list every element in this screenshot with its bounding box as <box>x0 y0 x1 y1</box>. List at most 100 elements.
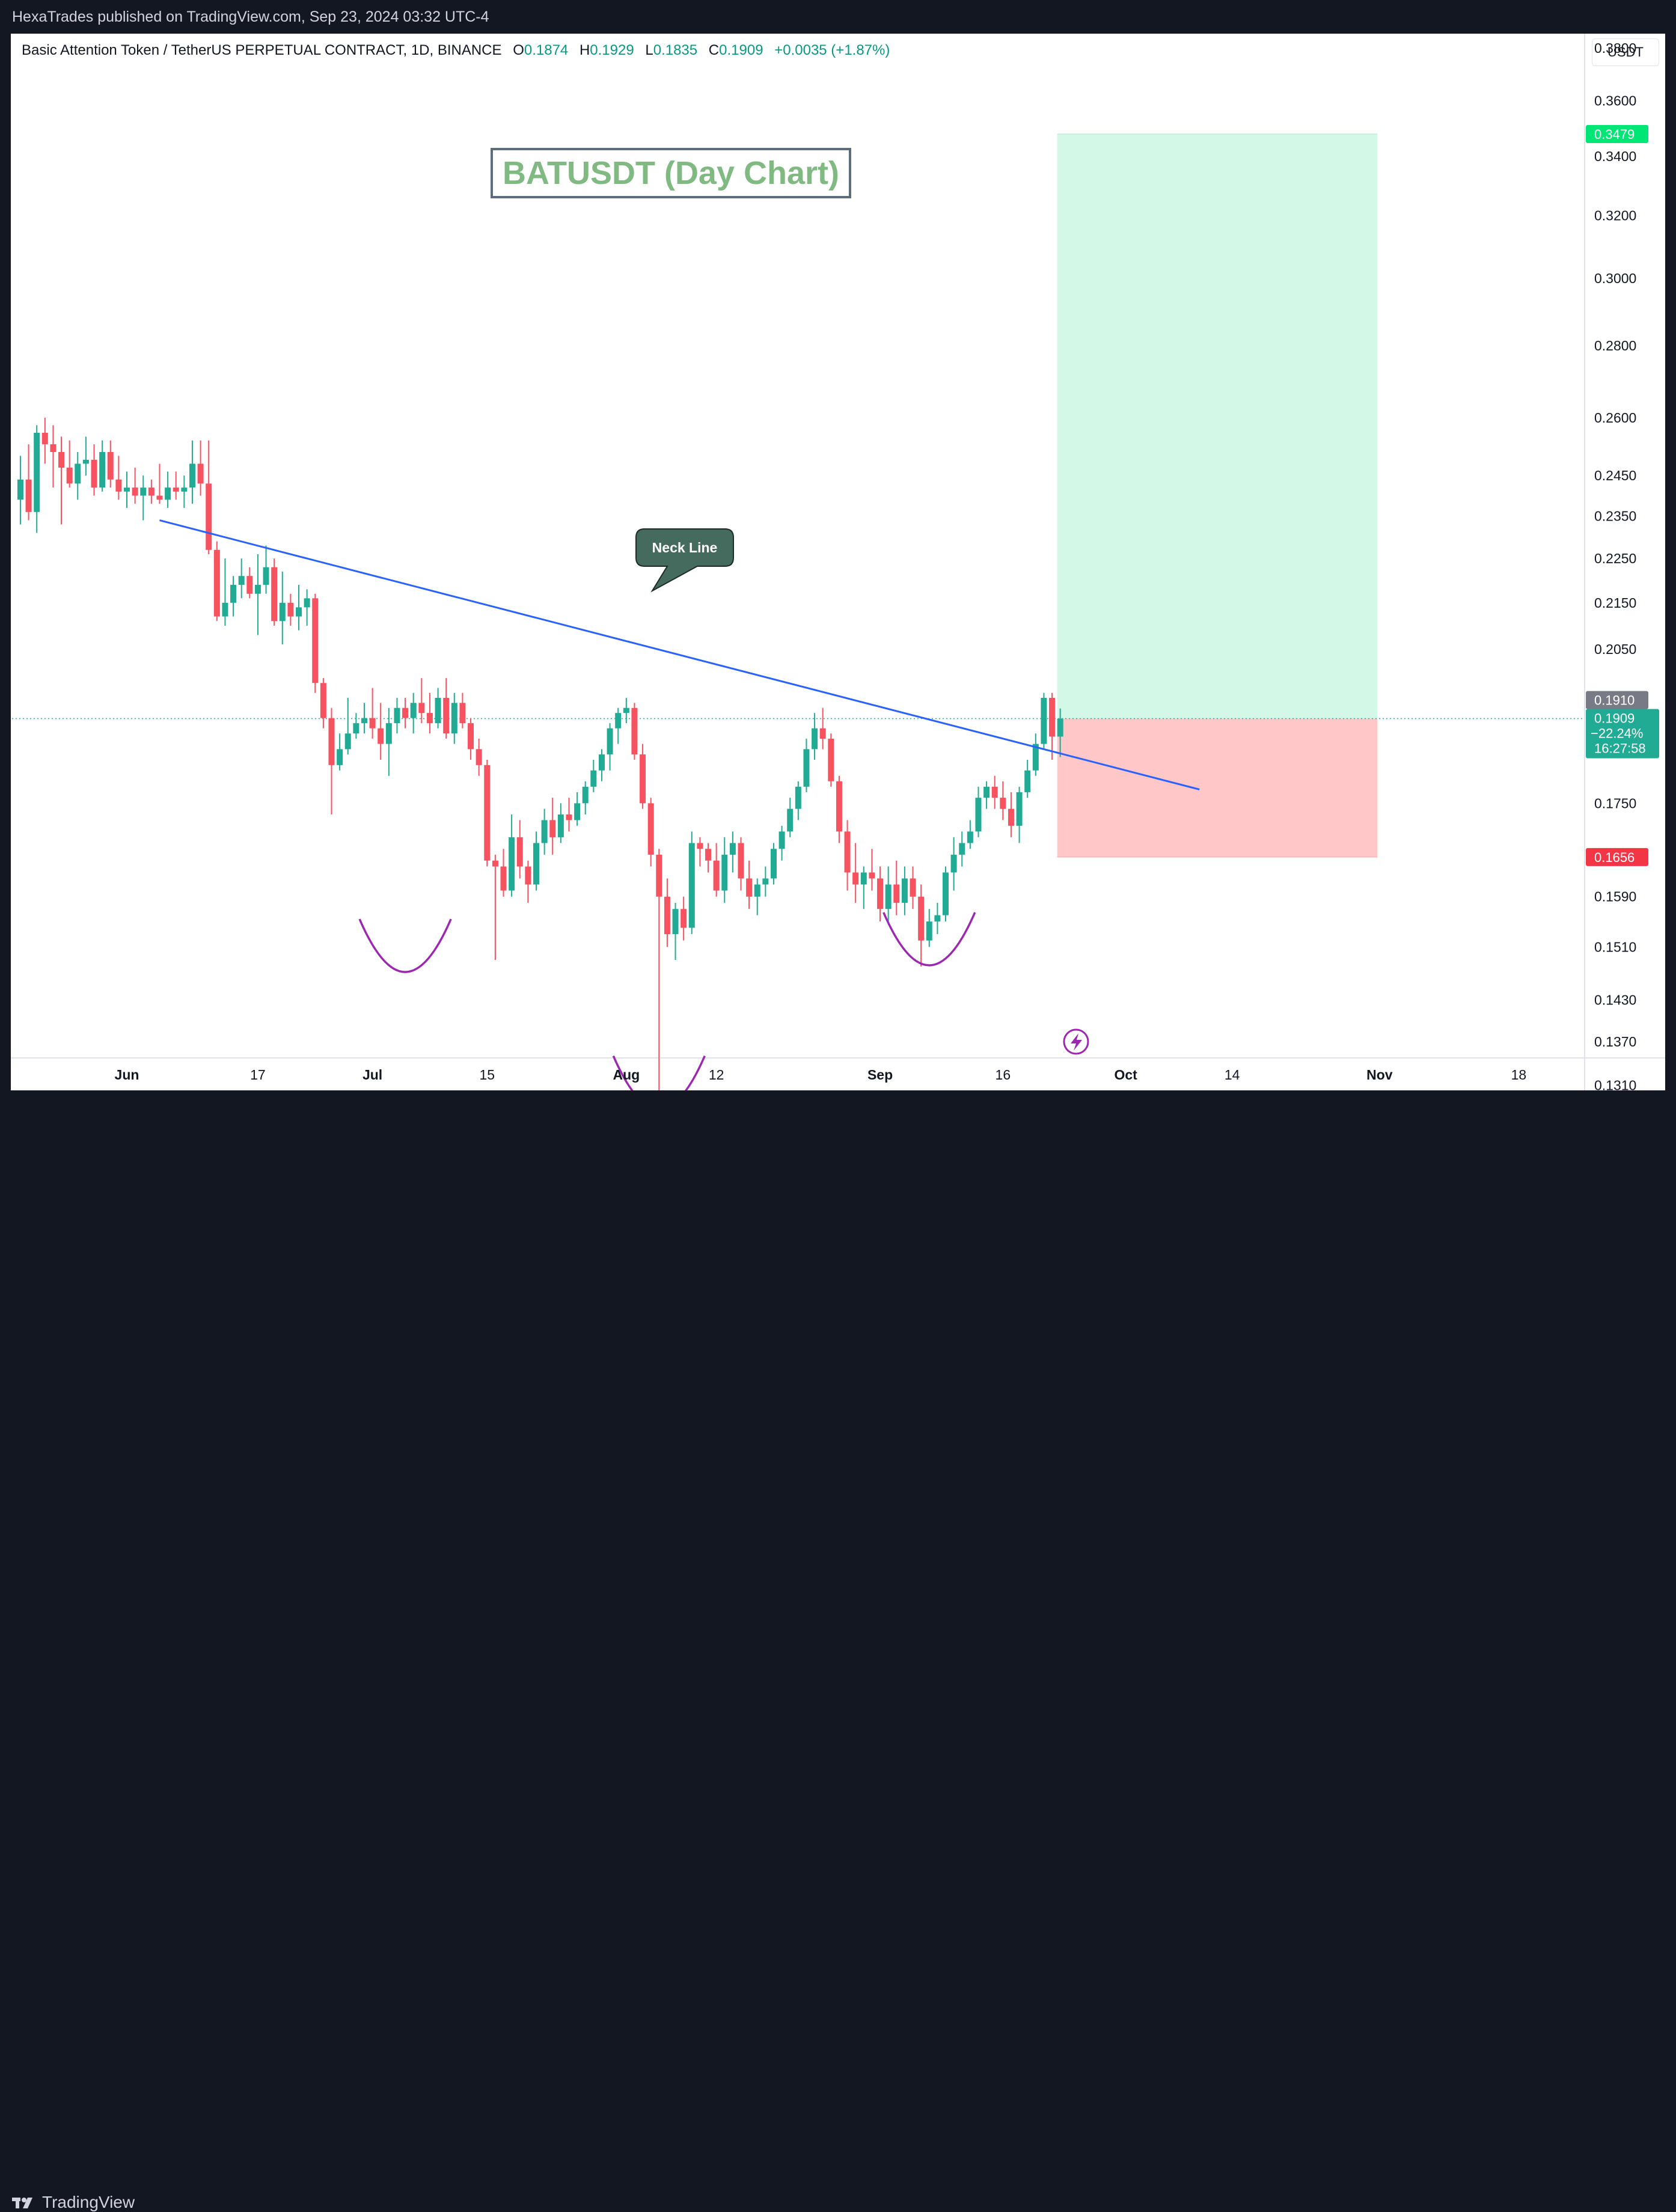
candle-up <box>950 854 957 873</box>
price-tick-label: 0.2800 <box>1594 338 1636 353</box>
candle-down <box>132 487 138 496</box>
last-price-change: −22.24% <box>1591 726 1643 741</box>
candle-down <box>893 884 900 903</box>
candle-down <box>468 723 474 750</box>
candle-up <box>82 459 89 464</box>
price-tick-label: 0.3400 <box>1594 148 1636 164</box>
time-tick-label: 16 <box>996 1067 1011 1083</box>
candle-up <box>34 432 40 512</box>
time-tick-label: 17 <box>250 1067 266 1083</box>
candle-down <box>705 849 712 861</box>
time-tick-label: 18 <box>1511 1067 1527 1083</box>
last-price-tag <box>1586 709 1659 759</box>
candle-up <box>238 576 245 585</box>
candle-up <box>353 723 359 734</box>
candle-up <box>279 602 286 622</box>
price-tick-label: 0.1750 <box>1594 795 1636 811</box>
price-tick-label: 0.2350 <box>1594 509 1636 524</box>
candle-up <box>934 915 941 922</box>
price-tick-label: 0.1510 <box>1594 939 1636 955</box>
currency-unit-button[interactable]: USDT <box>1592 38 1659 66</box>
candle-down <box>1049 698 1056 737</box>
high-price-tag <box>1586 691 1648 709</box>
candle-up <box>1032 744 1039 771</box>
candle-up <box>885 884 892 909</box>
candle-down <box>328 718 335 765</box>
target-zone <box>1057 133 1378 719</box>
candle-up <box>803 749 810 787</box>
candle-up <box>394 707 400 724</box>
candle-up <box>410 703 417 718</box>
candle-up <box>787 808 794 832</box>
price-tick-label: 0.1370 <box>1594 1034 1636 1049</box>
stop-price-value: 0.1656 <box>1594 850 1635 865</box>
candle-down <box>631 707 638 755</box>
price-tick-label: 0.2050 <box>1594 641 1636 657</box>
time-tick-label: Oct <box>1114 1067 1137 1083</box>
brand-name: TradingView <box>42 2193 135 2211</box>
candle-up <box>623 707 629 713</box>
candle-up <box>385 723 392 744</box>
tradingview-logo[interactable]: TradingView <box>12 2193 135 2212</box>
price-tick-label: 0.1590 <box>1594 889 1636 905</box>
candle-down <box>1008 808 1014 826</box>
candle-up <box>541 820 548 843</box>
candle-down <box>500 866 507 891</box>
publish-bar: HexaTrades published on TradingView.com,… <box>0 0 1676 34</box>
candle-up <box>99 451 106 488</box>
candle-up <box>181 487 188 492</box>
candle-up <box>1057 718 1063 737</box>
price-tick-label: 0.2450 <box>1594 468 1636 483</box>
price-tick-label: 0.2600 <box>1594 410 1636 426</box>
candle-down <box>91 459 97 488</box>
candle-up <box>1041 698 1047 744</box>
time-tick-label: 15 <box>479 1067 495 1083</box>
time-tick-label: Sep <box>867 1067 893 1083</box>
candle-up <box>729 843 736 855</box>
candle-up <box>140 487 147 496</box>
close-label: C <box>708 42 720 58</box>
candle-up <box>75 463 81 484</box>
target-price-tag <box>1586 124 1648 143</box>
candle-up <box>263 567 269 585</box>
candle-up <box>361 718 367 724</box>
price-tick-label: 0.2250 <box>1594 551 1636 566</box>
candle-up <box>582 786 589 804</box>
candle-down <box>819 728 826 739</box>
candle-up <box>615 713 622 729</box>
chart-frame[interactable] <box>11 34 1665 1090</box>
candle-down <box>426 713 433 724</box>
time-tick-label: 12 <box>709 1067 724 1083</box>
candle-down <box>287 602 294 617</box>
candle-up <box>557 814 564 837</box>
candle-down <box>156 495 163 500</box>
low-label: L <box>645 42 653 58</box>
candle-up <box>533 843 539 885</box>
candle-down <box>271 567 278 622</box>
candle-up <box>762 878 769 885</box>
candle-up <box>770 849 777 879</box>
left-shoulder-arc <box>358 918 452 973</box>
candle-down <box>852 872 859 885</box>
price-tick-label: 0.3200 <box>1594 207 1636 223</box>
candle-up <box>254 584 261 594</box>
footer-bar: TradingView <box>0 1090 1676 2211</box>
candle-down <box>738 843 744 879</box>
candle-down <box>566 814 572 820</box>
candle-down <box>443 698 450 734</box>
high-price-value: 0.1910 <box>1594 693 1635 708</box>
price-chart[interactable]: Neck Line 0.3800 0.3600 0.3400 0.3200 0.3000 0… <box>0 0 1676 1132</box>
candle-up <box>574 803 581 820</box>
price-tick-label: 0.3800 <box>1594 40 1636 56</box>
candle-up <box>967 831 973 843</box>
candle-down <box>173 487 179 492</box>
candle-up <box>230 584 237 603</box>
candle-down <box>402 707 409 718</box>
candle-up <box>1024 770 1031 792</box>
candle-up <box>795 786 801 809</box>
candle-down <box>58 451 65 468</box>
time-tick-label: Jul <box>362 1067 382 1083</box>
publish-info: HexaTrades published on TradingView.com,… <box>12 8 489 25</box>
change-value: +0.0035 (+1.87%) <box>774 42 890 58</box>
time-tick-label: Nov <box>1366 1067 1393 1083</box>
